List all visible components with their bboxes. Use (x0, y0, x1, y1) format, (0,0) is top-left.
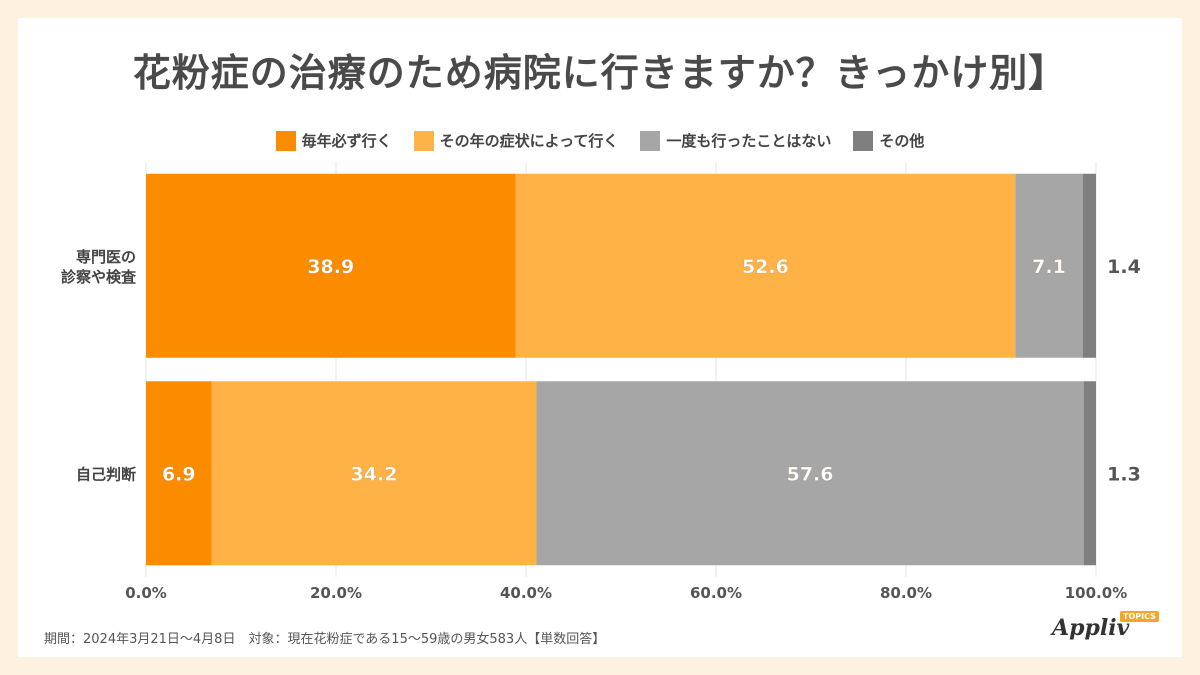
bar-segment (146, 381, 212, 566)
x-tick-label: 20.0% (310, 584, 362, 602)
data-label: 38.9 (307, 256, 354, 278)
data-label: 57.6 (787, 463, 834, 485)
legend-item-0: 毎年必ず行く (275, 130, 392, 151)
category-label: 専門医の (76, 248, 136, 266)
data-label: 52.6 (742, 256, 789, 278)
data-label: 7.1 (1032, 256, 1066, 278)
x-tick-label: 100.0% (1065, 584, 1127, 602)
category-label: 自己判断 (76, 465, 136, 483)
x-tick-label: 40.0% (500, 584, 552, 602)
legend: 毎年必ず行く その年の症状によって行く 一度も行ったことはない その他 (0, 130, 1200, 151)
legend-swatch (640, 130, 661, 151)
legend-item-1: その年の症状によって行く (413, 130, 619, 151)
data-label-outside: 1.4 (1107, 256, 1141, 278)
legend-item-2: 一度も行ったことはない (640, 130, 831, 151)
bar-segment (1083, 381, 1096, 566)
bar-segment (211, 381, 537, 566)
data-label: 6.9 (162, 463, 196, 485)
data-label-outside: 1.3 (1107, 463, 1141, 485)
data-label: 34.2 (351, 463, 398, 485)
legend-label: その年の症状によって行く (439, 132, 619, 150)
legend-swatch (853, 130, 874, 151)
legend-label: 毎年必ず行く (301, 132, 392, 150)
x-tick-label: 0.0% (125, 584, 167, 602)
legend-label: その他 (879, 132, 925, 150)
footer-note: 期間：2024年3月21日～4月8日 対象：現在花粉症である15～59歳の男女5… (44, 632, 606, 647)
applivtopics-logo: Appliv (1052, 615, 1130, 641)
bar-segment (1082, 173, 1096, 358)
bar-segment (146, 173, 516, 358)
bar-segment (515, 173, 1016, 358)
x-tick-label: 60.0% (690, 584, 742, 602)
legend-label: 一度も行ったことはない (666, 132, 832, 150)
chart-title: 花粉症の治療のため病院に行きますか？きっかけ別】 (132, 51, 1068, 95)
topics-badge: TOPICS (1120, 611, 1159, 622)
category-label: 診察や検査 (61, 268, 137, 286)
legend-swatch (275, 130, 296, 151)
x-tick-label: 80.0% (880, 584, 932, 602)
legend-item-3: その他 (853, 130, 924, 151)
bar-segment (536, 381, 1084, 566)
legend-swatch (413, 130, 434, 151)
bar-segment (1015, 173, 1083, 358)
